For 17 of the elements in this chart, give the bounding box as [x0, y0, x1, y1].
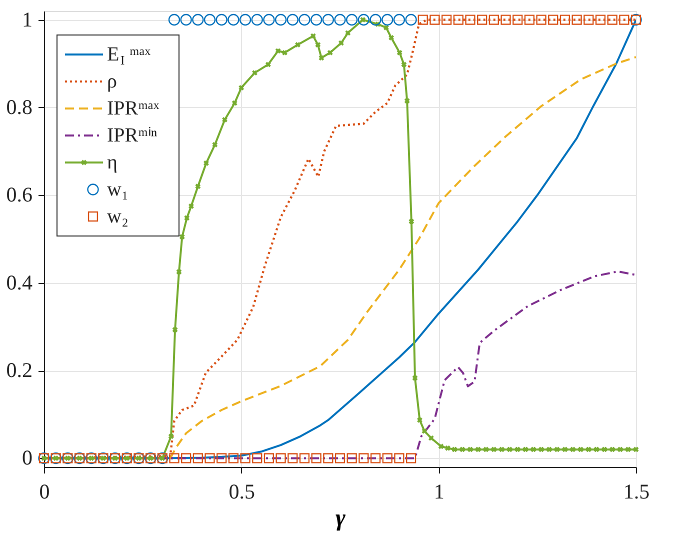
y-tick-label: 1 — [22, 7, 32, 32]
y-tick-label: 0.8 — [6, 94, 32, 119]
y-tick-label: 0.2 — [6, 358, 32, 382]
y-tick-label: 0.6 — [6, 182, 32, 207]
legend-label: w₂ — [107, 206, 128, 228]
legend-label: IPRᵐᵃˣ — [107, 98, 160, 120]
legend-label: η — [107, 152, 118, 174]
x-tick-label: 1.5 — [623, 480, 650, 504]
x-tick-label: 0 — [39, 480, 50, 504]
x-tick-label: 0.5 — [228, 480, 255, 504]
legend-label: ρ — [107, 70, 117, 92]
x-tick-label: 1 — [434, 480, 444, 504]
x-axis-title: γ — [336, 506, 346, 532]
legend-label: IPRᵐⁱⁿ — [107, 124, 158, 146]
legend-label: w₁ — [107, 178, 128, 200]
y-tick-label: 0.4 — [6, 270, 33, 294]
y-tick-label: 0 — [22, 446, 32, 470]
